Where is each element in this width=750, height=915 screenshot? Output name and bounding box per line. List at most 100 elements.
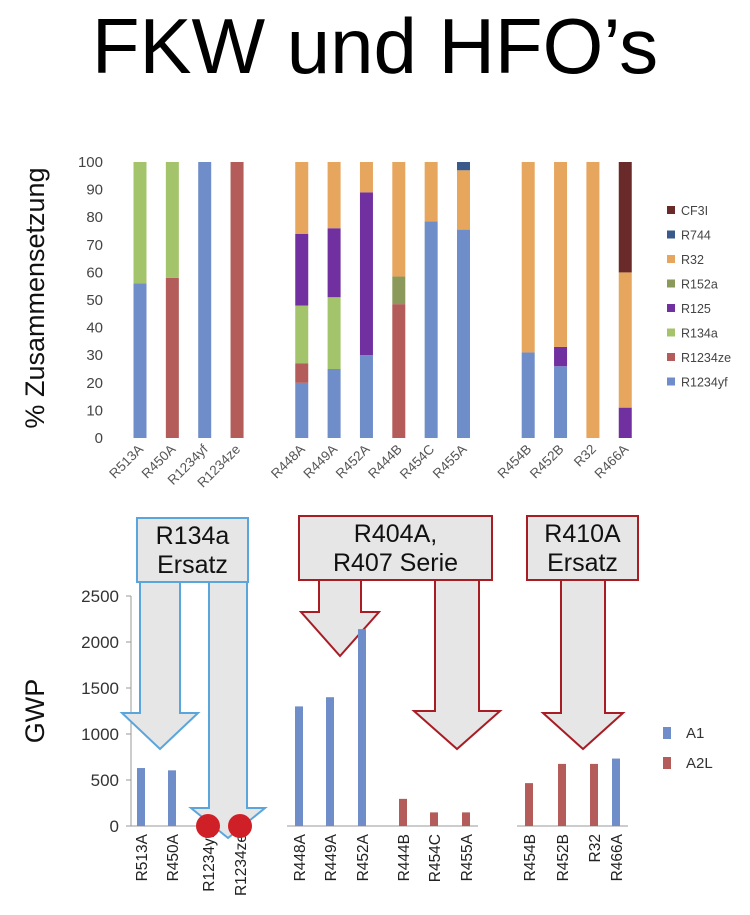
- bar-segment: [586, 162, 600, 438]
- callout-arrow: [540, 579, 626, 751]
- callout-box: [298, 515, 493, 581]
- bar-segment: [165, 277, 179, 438]
- legend-label: R134a: [681, 327, 718, 341]
- bar-segment: [327, 228, 341, 298]
- x-tick-label: R1234yf: [201, 833, 218, 891]
- x-tick-label: R32: [587, 834, 604, 862]
- x-tick-label: R455A: [459, 833, 476, 881]
- legend-label: R32: [681, 253, 704, 267]
- legend-label: A1: [686, 725, 704, 742]
- x-tick-label: R448A: [292, 833, 309, 881]
- legend-label: R125: [681, 302, 711, 316]
- bar-segment: [521, 162, 535, 353]
- callout-label: Ersatz: [157, 551, 228, 579]
- x-tick-label: R1234ze: [233, 834, 250, 896]
- bar-segment: [295, 305, 309, 364]
- y-tick-label: 100: [78, 154, 103, 171]
- x-tick-label: R452B: [555, 834, 572, 881]
- bar-segment: [618, 272, 632, 408]
- y-tick-label: 20: [86, 375, 103, 392]
- y-tick-label: 70: [86, 237, 103, 254]
- x-tick-label: R452A: [333, 442, 373, 482]
- x-tick-label: R454B: [522, 834, 539, 881]
- callout-box: [526, 515, 639, 581]
- gwp-bar: [612, 758, 620, 826]
- gwp-bar: [558, 763, 566, 826]
- x-tick-label: R444B: [365, 442, 405, 482]
- bar-segment: [359, 162, 373, 193]
- gwp-bar: [590, 763, 598, 826]
- legend-swatch: [663, 757, 671, 769]
- y-tick-label: 500: [91, 771, 119, 790]
- bar-segment: [521, 352, 535, 438]
- bar-segment: [133, 283, 147, 438]
- bar-segment: [457, 170, 470, 230]
- x-tick-label: R513A: [106, 442, 146, 482]
- x-tick-label: R454B: [495, 442, 535, 482]
- gwp-bar: [137, 768, 145, 826]
- legend-label: R152a: [681, 278, 718, 292]
- legend-swatch: [667, 230, 675, 239]
- callout-arrow: [119, 581, 201, 751]
- x-tick-label: R455A: [430, 442, 470, 482]
- gwp-bar: [525, 783, 533, 826]
- bar-segment: [295, 382, 309, 438]
- bar-segment: [359, 355, 373, 438]
- callout-label: R407 Serie: [333, 549, 458, 577]
- bar-segment: [295, 363, 309, 383]
- gwp-bar: [358, 629, 366, 826]
- callout-label: R134a: [156, 522, 230, 550]
- bar-segment: [359, 192, 373, 356]
- x-tick-label: R450A: [165, 833, 182, 881]
- bar-segment: [327, 369, 341, 438]
- gwp-bar: [326, 697, 334, 826]
- y-axis-label: % Zusammensetzung: [20, 167, 50, 428]
- callout-label: R404A,: [354, 520, 437, 548]
- legend-swatch: [667, 377, 675, 386]
- legend-swatch: [667, 206, 675, 214]
- bar-segment: [618, 407, 632, 438]
- callout-arrow: [411, 579, 503, 751]
- bar-segment: [133, 162, 147, 284]
- y-tick-label: 80: [86, 209, 103, 226]
- x-tick-label: R452B: [527, 442, 567, 482]
- y-tick-label: 40: [86, 320, 103, 337]
- bar-segment: [295, 233, 309, 306]
- bar-segment: [392, 304, 406, 438]
- y-tick-label: 1500: [81, 679, 119, 698]
- legend-swatch: [667, 328, 675, 337]
- x-tick-label: R452A: [355, 833, 372, 881]
- x-tick-label: R454C: [397, 441, 437, 481]
- callout-arrow: [188, 581, 268, 840]
- legend-label: R1234ze: [681, 351, 731, 365]
- x-tick-label: R466A: [592, 442, 632, 482]
- bar-segment: [554, 366, 568, 438]
- bar-segment: [424, 221, 438, 438]
- page-title: FKW und HFO’s: [91, 2, 659, 90]
- x-tick-label: R32: [571, 442, 599, 470]
- gwp-bar: [399, 798, 407, 826]
- bar-segment: [392, 162, 406, 277]
- x-tick-label: R466A: [609, 833, 626, 881]
- gwp-bar: [462, 812, 470, 826]
- y-tick-label: 0: [95, 430, 103, 447]
- legend-label: R1234yf: [681, 376, 728, 390]
- legend-label: R744: [681, 229, 711, 243]
- x-tick-label: R444B: [396, 834, 413, 881]
- x-tick-label: R448A: [268, 442, 308, 482]
- marker-dot: [228, 814, 252, 838]
- y-tick-label: 90: [86, 182, 103, 199]
- bar-segment: [230, 162, 244, 438]
- legend-swatch: [667, 304, 675, 312]
- callout-label: R410A: [544, 520, 621, 548]
- y-tick-label: 10: [86, 402, 103, 419]
- legend-label: A2L: [686, 755, 713, 772]
- bar-segment: [392, 276, 406, 305]
- y-axis-label: GWP: [20, 679, 50, 744]
- x-tick-label: R513A: [134, 833, 151, 881]
- bar-segment: [554, 346, 568, 367]
- bar-segment: [424, 162, 438, 222]
- legend-swatch: [667, 255, 675, 263]
- bar-segment: [165, 162, 179, 278]
